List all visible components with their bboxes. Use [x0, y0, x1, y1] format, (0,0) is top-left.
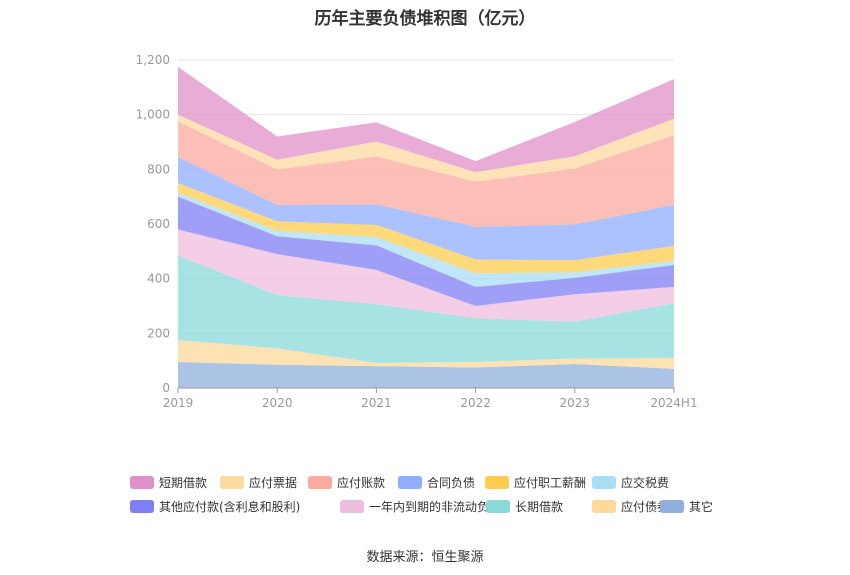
legend-item[interactable]: 长期借款: [486, 498, 563, 515]
x-axis-ticks: 2019 2020 2021 2022 2023 2024H1: [163, 396, 698, 410]
legend-item[interactable]: 其他应付款(含利息和股利): [130, 498, 300, 515]
legend-swatch: [486, 500, 510, 513]
legend-swatch: [592, 500, 616, 513]
x-tick-label: 2020: [262, 396, 293, 410]
legend-swatch: [660, 500, 684, 513]
legend-item[interactable]: 应付票据: [220, 474, 297, 491]
legend-item[interactable]: 短期借款: [130, 474, 207, 491]
x-axis: [177, 387, 675, 393]
legend-label: 应交税费: [621, 476, 670, 490]
legend-label: 短期借款: [159, 476, 208, 490]
y-tick-label: 0: [162, 381, 170, 395]
legend-swatch: [130, 500, 154, 513]
legend-swatch: [340, 500, 364, 513]
legend-label: 其他应付款(含利息和股利): [159, 500, 301, 514]
legend-swatch: [592, 476, 616, 489]
y-tick-label: 800: [147, 162, 170, 176]
x-tick-label: 2021: [361, 396, 392, 410]
legend-label: 合同负债: [427, 476, 476, 490]
legend-swatch: [130, 476, 154, 489]
y-tick-label: 1,200: [136, 53, 170, 67]
area-series-group: [178, 66, 674, 388]
chart-title: 历年主要负债堆积图（亿元）: [314, 9, 536, 29]
legend-item[interactable]: 应交税费: [592, 474, 669, 491]
area-series-8: [178, 121, 674, 227]
x-tick-label: 2024H1: [650, 396, 697, 410]
legend-item[interactable]: 其它: [660, 498, 713, 515]
stacked-area-chart: 0 200 400 600 800 1,000 1,200 2019 2020 2021 2022…: [136, 53, 698, 410]
legend-swatch: [308, 476, 332, 489]
y-axis-ticks: 0 200 400 600 800 1,000 1,200: [136, 53, 170, 395]
area-series-2: [178, 255, 674, 363]
legend-label: 应付职工薪酬: [514, 476, 587, 490]
legend-item[interactable]: 一年内到期的非流动负债: [340, 498, 501, 515]
legend-label: 应付账款: [337, 476, 386, 490]
legend-swatch: [220, 476, 244, 489]
area-series-0: [178, 362, 674, 388]
legend-label: 一年内到期的非流动负债: [369, 500, 502, 514]
legend-item[interactable]: 应付债券: [592, 498, 669, 515]
area-series-1: [178, 340, 674, 369]
legend-swatch: [485, 476, 509, 489]
legend-label: 其它: [689, 500, 714, 514]
y-tick-label: 600: [147, 217, 170, 231]
legend-label: 长期借款: [515, 500, 564, 514]
y-tick-label: 400: [147, 272, 170, 286]
area-series-9: [178, 114, 674, 182]
area-series-4: [178, 196, 674, 306]
x-tick-label: 2022: [460, 396, 491, 410]
y-tick-label: 200: [147, 326, 170, 340]
x-tick-label: 2023: [560, 396, 591, 410]
area-series-10: [178, 66, 674, 173]
legend-item[interactable]: 合同负债: [398, 474, 475, 491]
legend-label: 应付债券: [621, 500, 670, 514]
legend-item[interactable]: 应付职工薪酬: [485, 474, 586, 491]
legend-swatch: [398, 476, 422, 489]
area-series-7: [178, 157, 674, 261]
legend-item[interactable]: 应付账款: [308, 474, 385, 491]
area-series-6: [178, 183, 674, 274]
y-tick-label: 1,000: [136, 108, 170, 122]
x-tick-label: 2019: [163, 396, 194, 410]
legend-label: 应付票据: [249, 476, 298, 490]
area-series-3: [178, 229, 674, 322]
data-source: 数据来源：恒生聚源: [366, 550, 484, 565]
